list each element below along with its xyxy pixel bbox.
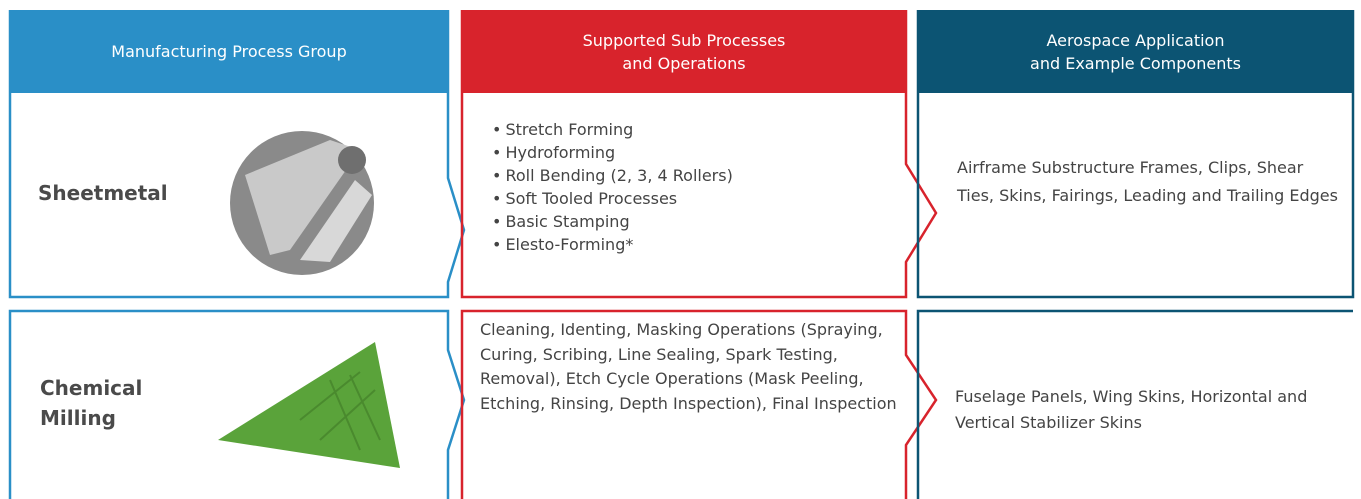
sub-processes: Cleaning, Identing, Masking Operations (… — [480, 320, 897, 413]
list: Stretch FormingHydroformingRoll Bending … — [492, 118, 733, 256]
applications: Fuselage Panels, Wing Skins, Horizontal … — [955, 387, 1308, 432]
sub-process: Basic Stamping — [502, 210, 733, 233]
sub-process: Soft Tooled Processes — [502, 187, 733, 210]
sub-process: Stretch Forming — [502, 118, 733, 141]
applications: Airframe Substructure Frames, Clips, She… — [957, 158, 1338, 205]
sub-process: Roll Bending (2, 3, 4 Rollers) — [502, 164, 732, 187]
header: Manufacturing Process Group — [10, 10, 448, 93]
chem-milling-photo — [218, 342, 400, 468]
header: Aerospace Application and Example Compon… — [918, 10, 1353, 93]
sub-process-list: Stretch FormingHydroformingRoll Bending … — [492, 118, 733, 256]
group-name: Chemical Milling — [40, 376, 143, 430]
group-name: Sheetmetal — [38, 181, 168, 205]
header: Supported Sub Processes and Operations — [463, 10, 905, 93]
sub-process: Elesto-Forming* — [502, 233, 733, 256]
sub-process: Hydroforming — [502, 141, 733, 164]
